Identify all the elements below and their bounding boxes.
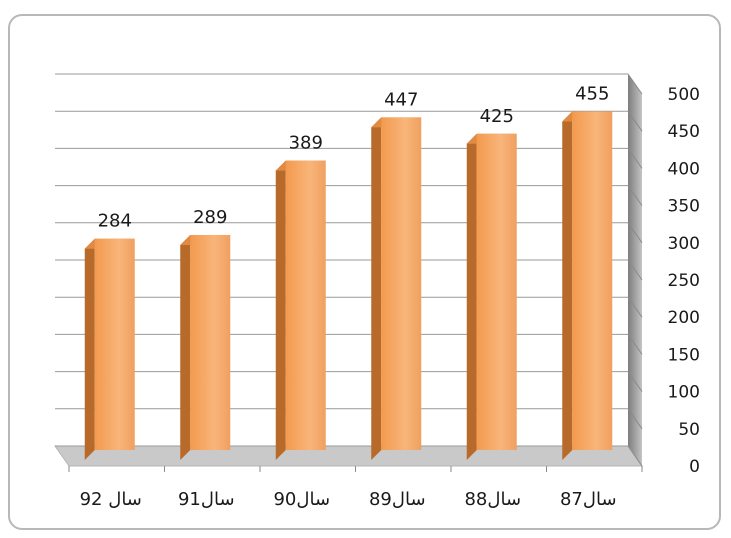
bar: [572, 111, 613, 450]
chart-floor: [54, 445, 643, 467]
gridline-side: [627, 110, 643, 132]
bar: [381, 117, 422, 450]
y-tick-label: 350: [668, 197, 700, 217]
gridline-side: [627, 296, 643, 318]
x-tick-label: سال88: [464, 489, 521, 510]
bar: [190, 234, 231, 450]
x-tick-label: سال89: [369, 489, 426, 510]
y-tick-label: 0: [689, 457, 700, 477]
y-tick-label: 450: [668, 122, 700, 142]
gridline-side: [627, 445, 643, 467]
gridline-side: [627, 222, 643, 244]
y-tick-label: 250: [668, 271, 700, 291]
data-label: 425: [480, 106, 514, 127]
bar-side: [84, 238, 95, 460]
data-label: 284: [98, 211, 132, 232]
y-tick-label: 100: [668, 383, 700, 403]
gridline-side: [627, 73, 643, 95]
gridline-side: [627, 408, 643, 430]
y-tick-label: 50: [678, 420, 700, 440]
x-tick-label: سال 92: [80, 489, 142, 510]
bar-side: [180, 234, 191, 460]
bar-side: [562, 111, 573, 460]
x-tick-label: سال91: [178, 489, 235, 510]
gridline-side: [627, 148, 643, 169]
data-label: 289: [193, 207, 227, 228]
bar: [476, 133, 517, 451]
y-tick-label: 400: [668, 159, 700, 179]
bar: [285, 160, 326, 451]
data-label: 389: [289, 133, 323, 154]
data-label: 455: [575, 83, 609, 104]
bar: [94, 238, 135, 450]
bar-side: [466, 133, 477, 461]
y-tick-label: 300: [668, 234, 700, 254]
y-tick-label: 500: [668, 85, 700, 105]
gridline-side: [627, 371, 643, 392]
bar-side: [275, 160, 286, 461]
y-tick-label: 200: [668, 308, 700, 328]
x-tick-label: سال87: [560, 489, 617, 510]
gridline-side: [627, 334, 643, 355]
data-label: 447: [384, 89, 418, 110]
gridline-side: [627, 259, 643, 281]
gridline-side: [627, 185, 643, 206]
y-tick-label: 150: [668, 345, 700, 365]
x-tick-label: سال90: [273, 489, 330, 510]
bar-side: [371, 117, 382, 460]
